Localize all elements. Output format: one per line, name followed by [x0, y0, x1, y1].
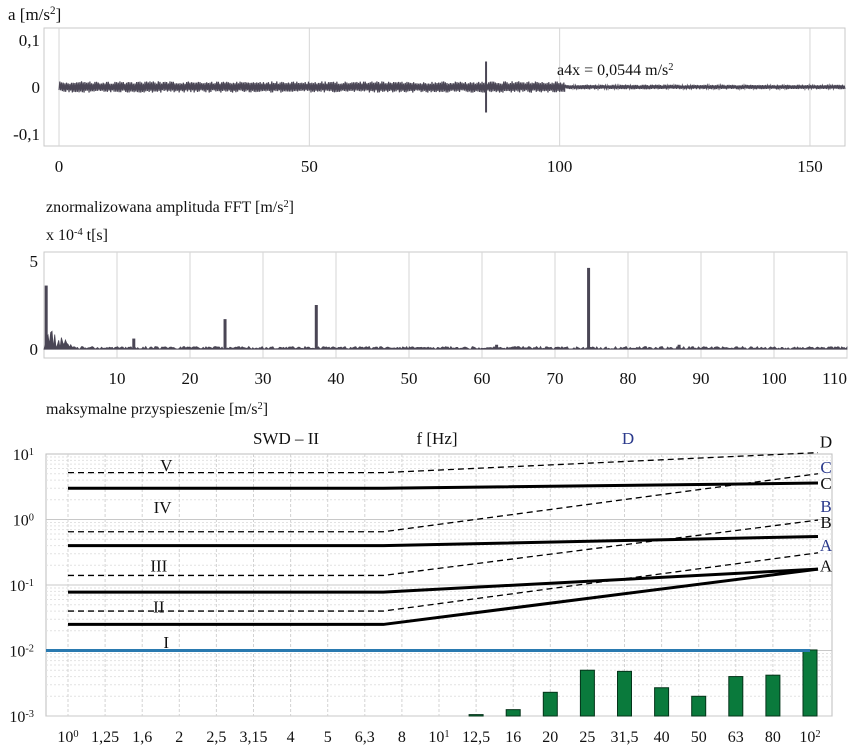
- spectrum-x-tick-label: 25: [579, 729, 595, 746]
- spectrum-solid-boundary: [68, 481, 819, 490]
- fft-x-tick-label: 70: [547, 369, 564, 388]
- spectrum-x-tick-label: 101: [428, 729, 449, 747]
- time-y-tick-label: -0,1: [13, 125, 40, 144]
- spectrum-top-blue-label: D: [622, 429, 634, 448]
- spectrum-title: maksymalne przyspieszenie [m/s2]: [46, 401, 268, 419]
- fft-y-tick-label: 5: [30, 252, 39, 271]
- spectrum-y-tick-label: 10-3: [9, 709, 34, 727]
- time-y-tick-label: 0,1: [19, 31, 40, 50]
- fft-x-tick-label: 20: [182, 369, 199, 388]
- spectrum-x-tick-label: 16: [505, 729, 521, 746]
- spectrum-bar: [579, 669, 595, 717]
- fft-y-tick-label: 0: [30, 340, 39, 359]
- fft-peak-bar: [587, 267, 591, 350]
- spectrum-x-tick-label: 6,3: [355, 729, 375, 746]
- spectrum-x-tick-label: 12,5: [462, 729, 490, 746]
- spectrum-x-tick-label: 4: [287, 729, 295, 746]
- spectrum-x-tick-label: 5: [324, 729, 332, 746]
- spectrum-dashed-boundary: [68, 519, 819, 577]
- spectrum-class-label: B: [820, 497, 831, 516]
- fft-scale-label: x 10-4 t[s]: [46, 227, 108, 245]
- fft-x-tick-label: 10: [109, 369, 126, 388]
- spectrum-zone-label: I: [163, 633, 169, 652]
- fft-y-axis-label: znormalizowana amplituda FFT [m/s2]: [46, 199, 294, 217]
- spectrum-y-tick-label: 101: [13, 447, 34, 465]
- fft-peak-bar: [223, 319, 227, 350]
- spectrum-zone-label: V: [160, 456, 173, 475]
- spectrum-bar: [505, 709, 521, 717]
- time-x-tick-label: 150: [797, 157, 823, 176]
- spectrum-bar: [542, 691, 558, 717]
- fft-peak-bar: [495, 344, 499, 350]
- fft-noise-series: [43, 330, 848, 350]
- spectrum-dashed-boundary: [68, 451, 819, 474]
- spectrum-x-tick-label: 3,15: [240, 729, 268, 746]
- spectrum-class-label: A: [820, 536, 833, 555]
- spectrum-x-tick-label: 63: [728, 729, 744, 746]
- time-y-tick-label: 0: [32, 78, 41, 97]
- spectrum-solid-boundary: [68, 567, 819, 594]
- spectrum-y-tick-label: 100: [13, 512, 34, 530]
- fft-peak-bar: [314, 305, 318, 350]
- fft-x-tick-label: 30: [255, 369, 272, 388]
- spectrum-bar: [802, 649, 818, 717]
- fft-x-tick-label: 80: [620, 369, 637, 388]
- fft-x-tick-label: 90: [693, 369, 710, 388]
- fft-peak-bar: [677, 344, 681, 350]
- spectrum-x-tick-label: 20: [542, 729, 558, 746]
- spectrum-zone-label: IV: [154, 498, 173, 517]
- spectrum-class-label: A: [820, 556, 833, 575]
- spectrum-solid-boundary: [68, 535, 819, 548]
- spectrum-class-label: D: [820, 433, 832, 452]
- spectrum-x-tick-label: 102: [799, 729, 820, 747]
- spectrum-x-tick-label: 50: [691, 729, 707, 746]
- spectrum-class-label: C: [820, 474, 831, 493]
- time-y-axis-label: a [m/s2]: [8, 5, 61, 24]
- spectrum-device-label: SWD – II: [253, 429, 319, 448]
- spectrum-y-tick-label: 10-1: [9, 578, 34, 596]
- fft-peak-bar: [132, 338, 136, 350]
- fft-x-tick-label: 100: [761, 369, 787, 388]
- spectrum-x-tick-label: 100: [57, 729, 78, 747]
- time-x-tick-label: 100: [547, 157, 573, 176]
- spectrum-y-tick-label: 10-2: [9, 643, 34, 661]
- spectrum-bar: [654, 687, 670, 717]
- spectrum-bar: [468, 714, 484, 717]
- fft-x-tick-label: 110: [822, 369, 847, 388]
- time-annotation: a4x = 0,0544 m/s2: [557, 62, 673, 80]
- spectrum-zone-label: III: [150, 556, 167, 575]
- spectrum-dashed-boundary: [68, 552, 819, 612]
- time-signal-series: [58, 81, 846, 93]
- spectrum-bar: [691, 695, 707, 717]
- spectrum-x-tick-label: 40: [654, 729, 670, 746]
- fft-x-tick-label: 60: [474, 369, 491, 388]
- spectrum-bar: [728, 676, 744, 717]
- spectrum-class-label: B: [820, 513, 831, 532]
- spectrum-zone-label: II: [153, 597, 165, 616]
- fft-x-tick-label: 50: [401, 369, 418, 388]
- spectrum-x-axis-label: f [Hz]: [416, 429, 457, 448]
- spectrum-bar: [617, 670, 632, 717]
- fft-plot-area: [43, 251, 848, 359]
- time-x-tick-label: 50: [301, 157, 318, 176]
- spectrum-x-tick-label: 2,5: [206, 729, 226, 746]
- spectrum-x-tick-label: 80: [765, 729, 781, 746]
- spectrum-solid-boundary: [68, 567, 819, 626]
- spectrum-x-tick-label: 1,25: [91, 729, 119, 746]
- spectrum-dashed-boundary: [68, 473, 819, 533]
- spectrum-class-label: C: [820, 458, 831, 477]
- spectrum-x-tick-label: 2: [175, 729, 183, 746]
- time-x-tick-label: 0: [55, 157, 64, 176]
- fft-peak-bar: [44, 285, 48, 350]
- spectrum-bar: [765, 674, 781, 717]
- spectrum-x-tick-label: 1,6: [132, 729, 152, 746]
- spectrum-x-tick-label: 8: [398, 729, 406, 746]
- fft-x-tick-label: 40: [328, 369, 345, 388]
- spectrum-x-tick-label: 31,5: [611, 729, 639, 746]
